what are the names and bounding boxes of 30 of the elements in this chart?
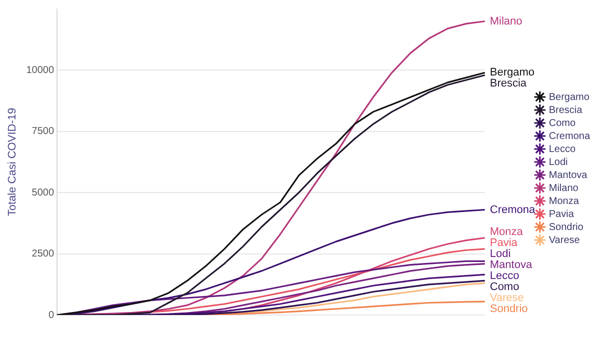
- legend-label: Monza: [548, 196, 580, 207]
- text: Cremona: [490, 204, 536, 216]
- legend-label: Sondrio: [548, 222, 584, 233]
- legend-label: Lecco: [548, 144, 576, 155]
- legend-label: Milano: [548, 182, 579, 194]
- text: Bergamo: [490, 66, 535, 79]
- text: Monza: [490, 226, 523, 238]
- text: Brescia: [490, 78, 527, 90]
- y-axis-title: Totale Casi COVID-19: [6, 108, 19, 216]
- text: Sondrio: [490, 303, 528, 316]
- y-tick-label: 5000: [32, 187, 54, 198]
- text: Milano: [490, 15, 522, 28]
- legend-label: Pavia: [548, 208, 574, 220]
- text: Pavia: [490, 237, 518, 250]
- legend-label: Como: [548, 118, 576, 129]
- legend-label: Varese: [548, 234, 580, 246]
- y-tick-label: 0: [48, 310, 54, 321]
- y-tick-label: 10000: [26, 64, 54, 76]
- y-tick-label: 7500: [32, 126, 54, 138]
- text: Lecco: [490, 270, 520, 282]
- legend-label: Cremona: [548, 130, 590, 142]
- legend-label: Lodi: [548, 156, 568, 168]
- legend-label: Mantova: [548, 170, 588, 181]
- text: Como: [490, 281, 520, 294]
- text: Varese: [490, 292, 524, 304]
- text: Lodi: [490, 248, 511, 260]
- text: Mantova: [490, 259, 532, 272]
- legend-label: Bergamo: [548, 92, 590, 103]
- y-tick-label: 2500: [32, 248, 54, 260]
- legend-label: Brescia: [548, 104, 583, 116]
